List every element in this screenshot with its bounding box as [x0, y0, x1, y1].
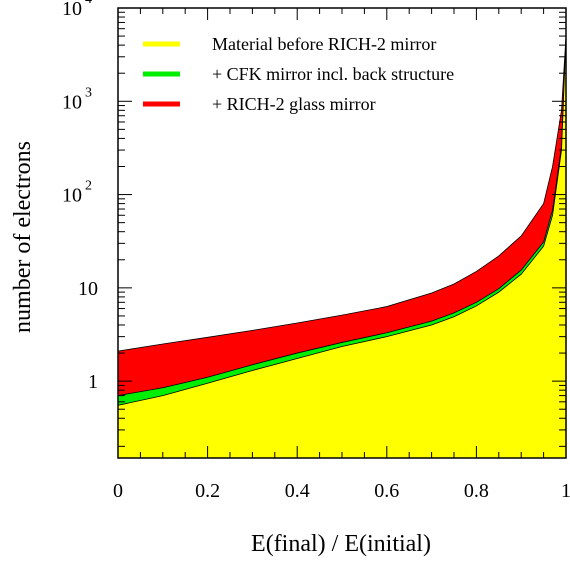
y-tick-label: 10 3: [62, 85, 92, 113]
x-tick-label: 0.4: [285, 480, 310, 502]
x-axis-label: E(final) / E(initial): [251, 531, 431, 557]
legend-label-3: + RICH-2 glass mirror: [212, 94, 376, 114]
tick-labels-group: 0 0.2 0.4 0.6 0.8 1 1 10 102 103 104: [62, 0, 570, 502]
x-tick-label: 0.2: [195, 480, 220, 502]
legend: Material before RICH-2 mirror + CFK mirro…: [143, 34, 454, 114]
x-tick-label: 0.8: [464, 480, 489, 502]
y-tick-label: 1: [88, 371, 98, 393]
y-tick-label: 104: [62, 0, 92, 20]
x-tick-label: 0.6: [374, 480, 399, 502]
legend-label-2: + CFK mirror incl. back structure: [212, 64, 454, 84]
axis-ticks-group: [117, 7, 567, 458]
y-axis-label: number of electrons: [10, 141, 36, 333]
x-tick-label: 0: [113, 480, 123, 502]
legend-label-1: Material before RICH-2 mirror: [212, 34, 436, 54]
x-tick-label: 1: [561, 480, 570, 502]
y-tick-label: 10 2: [62, 179, 92, 207]
y-tick-label: 10: [78, 278, 98, 300]
